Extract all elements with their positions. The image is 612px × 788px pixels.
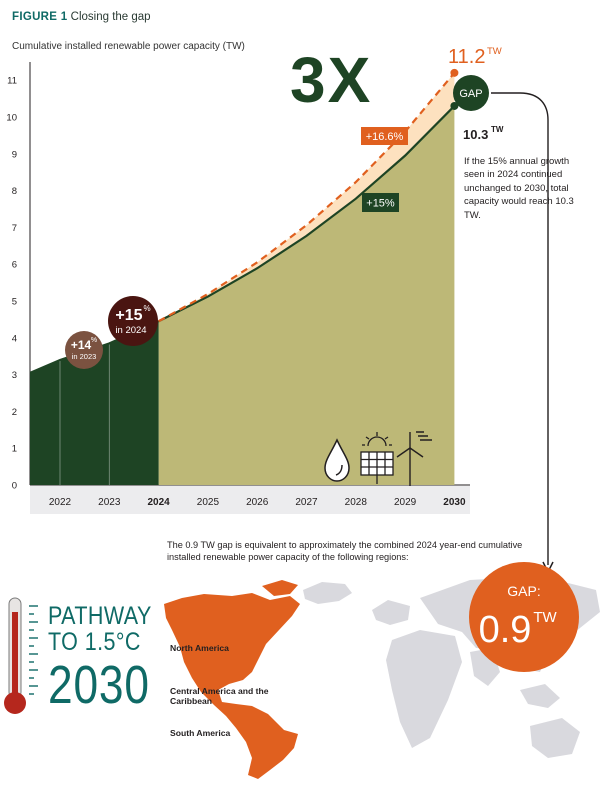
x-tick-label: 2025 <box>197 497 220 508</box>
x-tick-label: 2028 <box>345 497 368 508</box>
y-tick-label: 6 <box>12 260 17 271</box>
wind-turbine-icon <box>396 431 432 486</box>
gap-circle-value: 0.9 <box>479 609 532 651</box>
figure-header: FIGURE 1 Closing the gap <box>12 11 151 23</box>
chart-marks: +14 %in 2023+15 %in 2024+16.6%+15%11.2 TW10… <box>29 46 504 374</box>
pathway-line1: PATHWAY <box>48 602 152 630</box>
x-tick-label: 2024 <box>147 497 170 508</box>
y-tick-label: 8 <box>12 186 17 197</box>
x-tick-label: 2027 <box>295 497 318 508</box>
growth-badge-2023-pct: % <box>91 337 97 344</box>
sun-icon <box>362 432 392 447</box>
value-label-high: 11.2 <box>448 46 485 68</box>
y-tick-label: 11 <box>7 76 17 87</box>
value-label-low: 10.3 <box>463 127 488 142</box>
y-tick-label: 5 <box>12 297 17 308</box>
growth-badge-2024-circle <box>108 296 158 346</box>
gap-connector-line <box>491 92 549 565</box>
rate-label-16-6-box <box>361 127 408 145</box>
y-tick-label: 0 <box>12 481 17 492</box>
region-label-north-america: North America <box>170 643 229 653</box>
map-highlight-americas <box>164 593 300 779</box>
x-tick-label: 2022 <box>49 497 72 508</box>
region-label-south-america: South America <box>170 728 231 738</box>
y-tick-label: 10 <box>6 113 17 124</box>
figure-label: FIGURE 1 <box>12 11 68 23</box>
gap-bubble-label: GAP <box>459 88 482 100</box>
series-line-15 <box>158 105 456 323</box>
growth-badge-2024-sub: in 2024 <box>115 325 146 336</box>
y-axis-title: Cumulative installed renewable power cap… <box>12 41 245 52</box>
growth-badge-2023: +14 % in 2023 <box>65 331 103 369</box>
gap-circle-unit: TW <box>533 609 557 626</box>
figure-title: Closing the gap <box>70 11 151 23</box>
gap-circle: GAP: 0.9 TW <box>469 562 579 672</box>
rate-label-16-6: +16.6% <box>366 131 404 143</box>
gap-circle-label: GAP: <box>507 583 540 599</box>
growth-badge-2024: +15 % in 2024 <box>108 296 158 346</box>
historical-area <box>30 321 159 485</box>
growth-badge-2023-sub: in 2023 <box>72 352 97 361</box>
x-tick-label: 2030 <box>443 497 466 508</box>
pathway-year: 2030 <box>48 655 150 715</box>
y-tick-label: 3 <box>12 370 17 381</box>
region-label-central-america: Central America and the Caribbean <box>170 686 269 707</box>
growth-note: If the 15% annual growth seen in 2024 co… <box>464 156 574 221</box>
growth-badge-2023-circle <box>65 331 103 369</box>
rate-label-15: +15% <box>366 198 395 210</box>
y-tick-label: 4 <box>12 333 17 344</box>
pathway-badge: PATHWAY TO 1.5°C 2030 <box>48 603 172 713</box>
value-label-low-unit: TW <box>491 125 504 134</box>
rate-label-15-box <box>362 193 399 212</box>
end-point-15 <box>450 101 459 110</box>
x-tick-label: 2026 <box>246 497 269 508</box>
x-tick-label: 2029 <box>394 497 417 508</box>
end-point-16-6 <box>450 68 459 77</box>
y-tick-label: 1 <box>12 444 17 455</box>
y-tick-label: 2 <box>12 407 17 418</box>
map-highlight-greenland <box>262 580 298 596</box>
x-axis-band <box>30 486 470 514</box>
multiplier-3x-logo: 3X <box>290 44 372 116</box>
x-tick-label: 2023 <box>98 497 121 508</box>
solar-panel-icon <box>360 432 394 484</box>
growth-badge-2024-value: +15 <box>115 307 142 324</box>
water-drop-icon <box>324 438 350 482</box>
y-tick-label: 9 <box>12 149 17 160</box>
gap-bubble <box>453 75 489 111</box>
growth-badge-2024-pct: % <box>143 304 150 313</box>
value-label-high-unit: TW <box>487 46 502 57</box>
pathway-line2: TO 1.5°C <box>48 628 141 656</box>
gap-description: The 0.9 TW gap is equivalent to approxim… <box>167 540 523 563</box>
y-tick-label: 7 <box>12 223 17 234</box>
growth-badge-2023-value: +14 <box>71 338 92 352</box>
thermometer-icon <box>4 597 38 714</box>
